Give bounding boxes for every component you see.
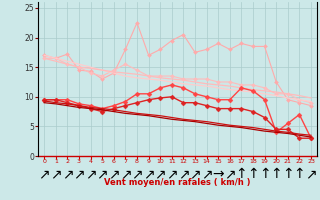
X-axis label: Vent moyen/en rafales ( km/h ): Vent moyen/en rafales ( km/h ) bbox=[104, 178, 251, 187]
